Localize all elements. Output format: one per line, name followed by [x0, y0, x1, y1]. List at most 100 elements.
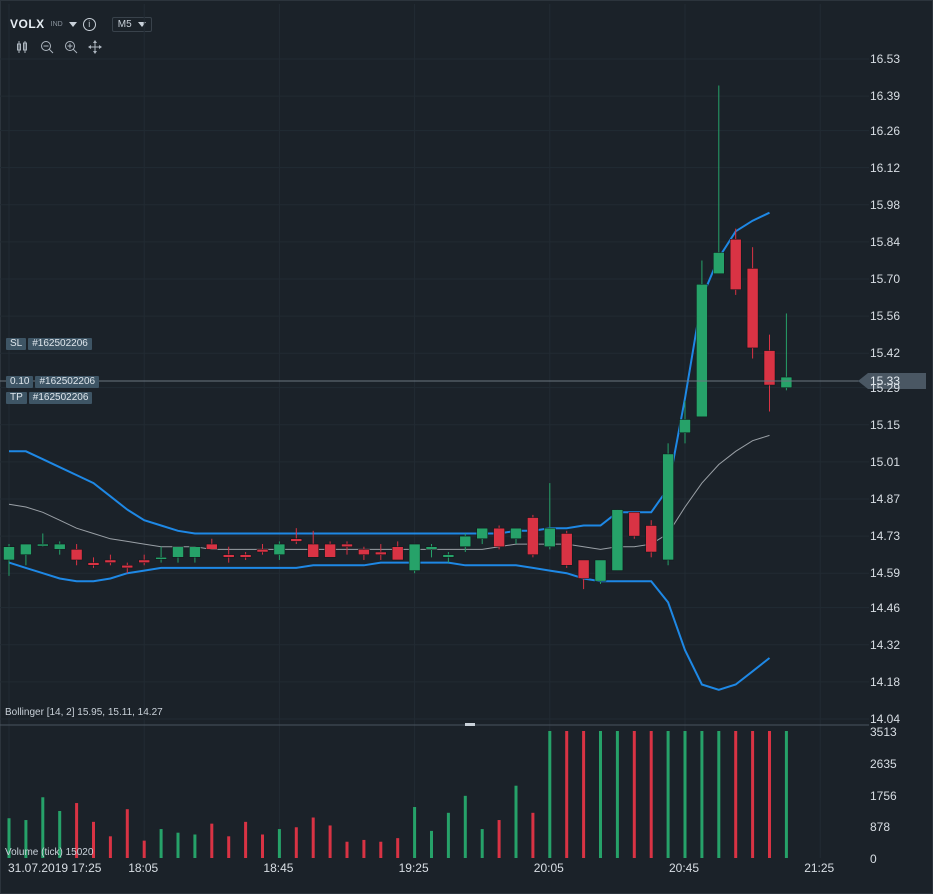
candle: [358, 546, 370, 560]
bollinger-bands: [8, 211, 771, 691]
candle-body: [121, 565, 134, 569]
pane-resize-handle[interactable]: [465, 723, 475, 726]
volume-bar: [615, 731, 619, 858]
candle-body: [780, 376, 793, 388]
volume-bar: [92, 821, 95, 858]
candle-body: [307, 543, 319, 558]
candle: [87, 557, 100, 568]
candle: [290, 528, 303, 545]
symbol-name[interactable]: VOLX: [10, 17, 45, 31]
volume-bar: [227, 836, 231, 858]
candle: [493, 525, 505, 550]
volume-y-tick-label: 2635: [870, 756, 897, 771]
zoom-in-icon[interactable]: [64, 40, 78, 54]
candle: [307, 530, 319, 558]
y-tick-label: 15.84: [870, 234, 901, 249]
candle-body: [375, 551, 387, 555]
volume-bar: [751, 731, 755, 858]
volume-bar: [582, 731, 586, 858]
candle-body: [527, 517, 539, 555]
candle: [459, 533, 472, 553]
candle-body: [696, 284, 708, 418]
symbol-dropdown-icon[interactable]: [68, 21, 77, 27]
volume-bar: [514, 785, 518, 858]
volume-bars: [7, 731, 788, 858]
candle: [527, 514, 539, 558]
volume-bar: [480, 829, 484, 858]
volume-bar: [396, 838, 400, 858]
zoom-out-icon[interactable]: [40, 40, 54, 54]
sl-order-id: #162502206: [28, 338, 92, 350]
crosshair-icon[interactable]: [88, 40, 102, 54]
candle-body: [20, 543, 32, 555]
y-tick-label: 15.15: [870, 417, 901, 432]
volume-bar: [7, 818, 11, 858]
timeframe-select[interactable]: M5: [111, 16, 152, 32]
bollinger-legend[interactable]: Bollinger [14, 2] 15.95, 15.11, 14.27: [5, 707, 163, 718]
volume-bar: [531, 812, 535, 858]
candle-body: [594, 559, 607, 582]
candle: [3, 544, 15, 576]
y-tick-label: 16.12: [870, 160, 901, 175]
candle-body: [206, 543, 218, 550]
volume-bar: [446, 812, 450, 858]
volume-bar: [599, 731, 602, 858]
volume-bar: [193, 834, 197, 858]
candle-body: [87, 562, 100, 566]
candle-body: [493, 527, 505, 547]
tp-order-tag[interactable]: TP #162502206: [6, 392, 94, 404]
candle: [611, 509, 624, 571]
position-qty[interactable]: 0.10: [6, 376, 34, 388]
grid: [0, 4, 869, 858]
volume-bar: [784, 731, 788, 858]
candle: [560, 530, 573, 568]
volume-bar: [345, 841, 349, 858]
candle: [746, 247, 759, 359]
info-icon[interactable]: i: [82, 17, 96, 31]
candle-body: [358, 549, 370, 555]
y-tick-label: 15.29: [870, 380, 901, 395]
volume-bar: [463, 795, 467, 858]
volume-bar: [649, 731, 653, 858]
candle-body: [37, 543, 49, 547]
candles-icon[interactable]: [16, 40, 30, 54]
volume-y-tick-label: 878: [870, 820, 891, 835]
candle: [577, 559, 590, 590]
bollinger-lower-line: [8, 561, 771, 691]
volume-bar: [294, 827, 298, 858]
chart-tools: [16, 40, 102, 54]
volume-bar: [58, 811, 62, 858]
candle-body: [104, 559, 117, 563]
volume-bar: [24, 820, 28, 858]
candle-body: [324, 543, 336, 558]
volume-legend[interactable]: Volume (tick) 15020: [5, 847, 93, 858]
volume-bar: [244, 821, 248, 858]
y-tick-label: 15.56: [870, 309, 901, 324]
candle: [172, 546, 184, 563]
sl-label: SL: [6, 338, 27, 350]
y-tick-label: 14.04: [870, 712, 901, 726]
candle: [645, 520, 657, 558]
volume-bar: [632, 731, 636, 858]
candle: [341, 541, 353, 555]
candle: [544, 483, 556, 550]
y-tick-label: 15.70: [870, 272, 901, 286]
x-tick-label: 21:25: [804, 861, 835, 875]
candle-body: [155, 557, 167, 560]
x-tick-label: 19:25: [398, 861, 429, 875]
volume-bar: [311, 817, 315, 858]
candle-body: [679, 419, 691, 433]
y-tick-label: 15.42: [870, 346, 901, 361]
current-price-badge: 15.33: [868, 373, 926, 389]
y-tick-label: 14.32: [870, 637, 901, 652]
candle-body: [713, 252, 725, 274]
volume-bar: [41, 797, 45, 858]
candle-body: [544, 527, 556, 547]
sl-order-tag[interactable]: SL #162502206: [6, 338, 94, 350]
position-tag[interactable]: 0.10 #162502206: [6, 376, 101, 388]
volume-bar: [734, 731, 738, 858]
candle-body: [408, 543, 421, 571]
candle: [780, 313, 793, 391]
volume-bar: [142, 840, 146, 858]
